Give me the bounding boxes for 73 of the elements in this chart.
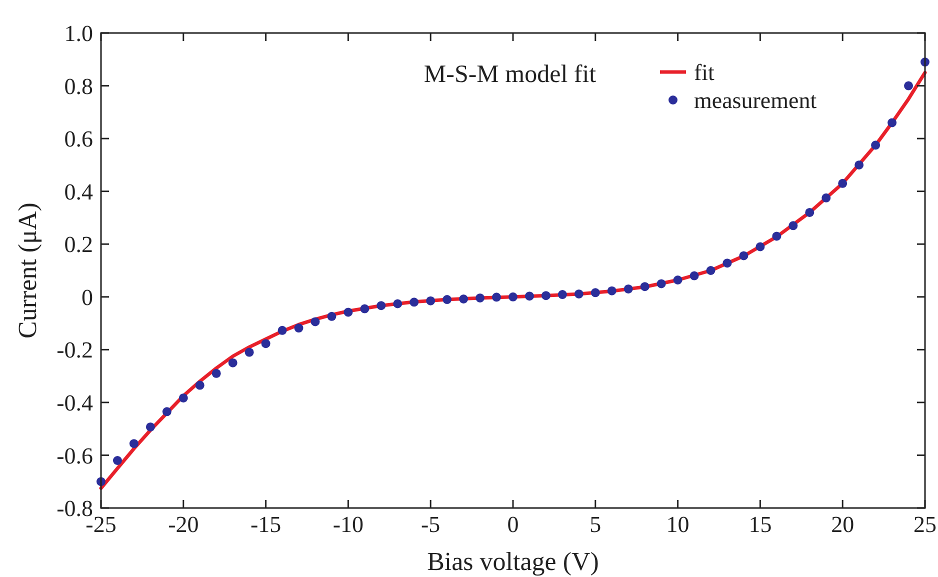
x-tick-label: 0 [507,512,519,537]
point [393,299,402,308]
point [772,232,782,241]
point [476,293,485,302]
point [788,221,798,230]
y-tick-label: -0.2 [56,338,93,363]
point [558,290,567,300]
x-tick-label: 10 [666,512,690,537]
x-tick-label: 15 [748,512,772,537]
point [212,368,221,378]
point [244,348,254,357]
point [492,292,502,302]
y-tick-label: 0.4 [64,179,94,204]
point [327,312,336,321]
legend-label: measurement [694,88,818,114]
point [410,298,419,307]
point [756,242,765,252]
x-tick-label: -10 [332,512,364,537]
point [706,266,716,275]
y-tick-label: 1.0 [64,21,93,46]
x-tick-label: -5 [421,512,440,537]
y-tick-label: -0.4 [56,390,94,416]
point [195,380,204,390]
text: M-S-M model fit [424,61,596,88]
point [656,279,666,288]
point [360,304,370,314]
point [904,81,914,90]
point [624,284,633,294]
point [162,407,172,416]
y-tick-label: -0.6 [56,443,93,468]
point [838,178,848,188]
point [722,258,732,268]
point [640,282,650,292]
x-tick-label: 5 [590,512,602,537]
point [376,301,386,310]
point [673,276,682,284]
point [278,326,287,335]
y-tick-label: 0.8 [64,74,93,99]
point [442,295,452,304]
legend-label: fit [694,60,716,86]
point [310,317,320,326]
x-tick-label: 20 [831,512,854,537]
point [112,456,122,465]
x-tick-label: -15 [250,512,282,537]
point [459,294,468,304]
point [294,324,304,333]
y-tick-label: 0 [82,284,93,310]
point [607,286,616,296]
y-axis-title: Current (μA) [13,202,42,338]
point [871,140,880,150]
point [590,288,600,298]
point [524,292,534,301]
x-tick-label: 25 [914,512,936,537]
x-tick-label: -20 [168,512,199,537]
point [146,422,155,432]
point [426,296,436,306]
point [822,193,831,202]
point [261,339,270,348]
point [129,439,138,448]
y-tick-label: 0.6 [64,126,93,152]
point [541,291,550,300]
point [508,292,518,302]
point [854,160,864,170]
point [344,308,353,317]
point [690,271,699,280]
point [739,251,748,260]
y-tick-label: 0.2 [64,232,93,258]
point [888,118,897,128]
point [805,208,814,217]
point [178,393,188,402]
x-axis-title: Bias voltage (V) [427,547,599,576]
point [228,358,238,368]
point [574,289,584,298]
